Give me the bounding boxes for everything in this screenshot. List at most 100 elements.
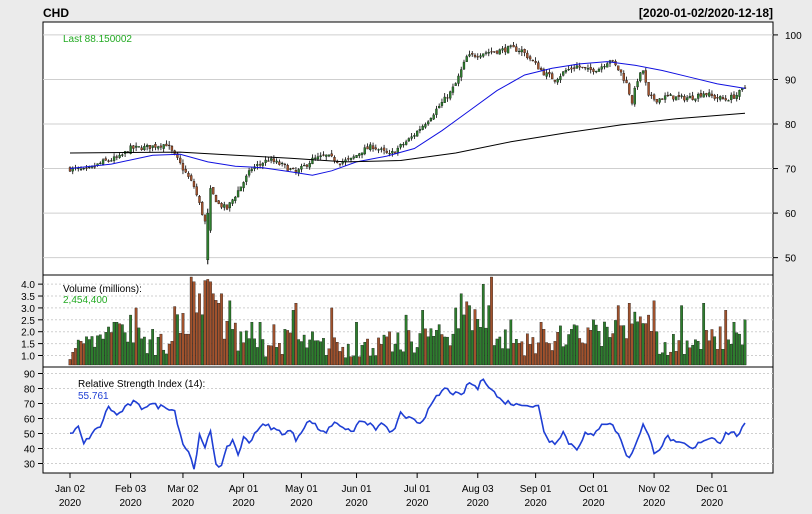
volume-bar: [413, 352, 416, 366]
volume-bar: [503, 329, 507, 366]
candle-body: [429, 118, 433, 121]
candle-body: [708, 92, 711, 97]
volume-bar: [300, 341, 303, 366]
volume-bar: [539, 322, 543, 366]
volume-bar: [233, 322, 237, 366]
rsi-line: [69, 378, 746, 470]
volume-bar: [705, 330, 708, 366]
volume-bar: [473, 309, 477, 366]
candle-body: [721, 97, 725, 99]
volume-bar: [178, 333, 182, 366]
candle-body: [691, 95, 694, 100]
rsi-axis: 30 40 50 60 70 80 90: [24, 370, 43, 471]
candle-body: [192, 181, 196, 187]
candle-body: [674, 96, 678, 101]
volume-bar: [603, 321, 606, 366]
volume-bar: [638, 316, 642, 366]
volume-bar: [707, 340, 711, 366]
candle-body: [652, 94, 656, 100]
volume-bar: [74, 348, 77, 366]
volume-bar: [622, 325, 626, 366]
candle-body: [730, 94, 733, 100]
volume-bar: [112, 321, 116, 366]
candle-body: [633, 87, 636, 105]
rsi-series-line: [69, 378, 746, 470]
volume-bar: [101, 338, 105, 366]
candle-body: [462, 61, 466, 70]
candle-body: [697, 93, 700, 99]
volume-bar: [126, 341, 130, 366]
candle-body: [539, 68, 543, 70]
candle-body: [134, 145, 138, 148]
volume-bar: [173, 306, 177, 366]
candle-body: [407, 138, 411, 142]
volume-bar: [572, 324, 576, 366]
volume-bar: [537, 342, 540, 366]
volume-bar: [468, 305, 471, 366]
volume-bar: [743, 319, 747, 366]
volume-tick-label: 1.0: [21, 351, 35, 362]
candle-body: [526, 52, 529, 59]
volume-bar: [575, 325, 579, 366]
chart-date-range: [2020-01-02/2020-12-18]: [639, 6, 773, 20]
candle-body: [220, 203, 223, 208]
candle-body: [190, 175, 193, 181]
candle-body: [217, 200, 220, 204]
candle-body: [311, 157, 314, 165]
volume-bar: [437, 324, 441, 366]
volume-bar: [209, 281, 212, 366]
candle-body: [573, 67, 576, 69]
volume-bar: [525, 333, 529, 366]
candle-body: [382, 147, 386, 151]
candle-body: [143, 145, 146, 151]
candle-body: [484, 52, 488, 54]
volume-bar: [363, 341, 367, 366]
candle-body: [137, 146, 141, 148]
volume-bar: [87, 339, 91, 366]
volume-bar: [501, 348, 504, 366]
volume-bar: [740, 344, 744, 366]
candle-body: [201, 202, 204, 215]
volume-bar: [247, 338, 251, 366]
volume-bar: [713, 336, 717, 366]
volume-bar: [297, 339, 301, 366]
candle-body: [352, 156, 355, 159]
volume-bar: [330, 307, 334, 366]
candle-body: [314, 157, 317, 159]
candle-body: [418, 129, 422, 131]
volume-bar: [528, 344, 532, 366]
volume-bar: [305, 347, 309, 366]
candle-body: [685, 97, 689, 101]
volume-bar: [341, 346, 345, 366]
volume-bar: [269, 345, 273, 366]
rsi-tick-label: 70: [24, 400, 36, 411]
volume-bar: [446, 336, 449, 366]
volume-bar: [652, 300, 656, 366]
candle-body: [292, 167, 295, 170]
volume-bar: [129, 314, 132, 366]
volume-bar: [313, 340, 317, 366]
volume-bar: [159, 333, 163, 366]
candle-body: [115, 156, 118, 158]
candle-body: [724, 98, 727, 101]
candle-body: [385, 150, 388, 153]
volume-bar: [143, 336, 146, 366]
candle-body: [157, 146, 160, 149]
volume-bar: [564, 344, 568, 366]
candle-body: [225, 204, 229, 210]
volume-bar: [553, 341, 557, 366]
candle-body: [338, 163, 342, 165]
volume-bar: [195, 312, 199, 366]
candle-body: [727, 100, 730, 102]
volume-bar: [663, 342, 667, 366]
volume-bar: [302, 334, 306, 366]
candle-body: [71, 167, 74, 172]
volume-bar: [655, 331, 659, 366]
volume-bar: [630, 323, 634, 366]
volume-bar: [492, 345, 496, 366]
volume-bar: [402, 351, 405, 366]
candle-body: [658, 98, 661, 103]
volume-bar: [454, 307, 458, 366]
price-tick-label: 90: [785, 75, 797, 86]
